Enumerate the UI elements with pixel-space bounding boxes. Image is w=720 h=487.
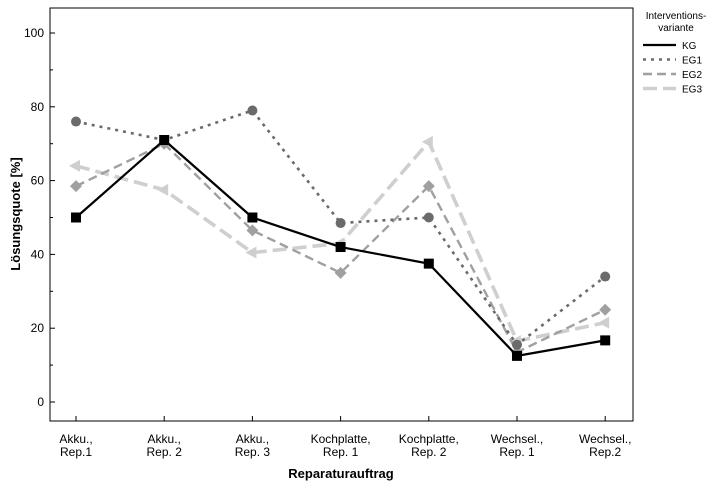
data-point-eg1 [71, 116, 81, 127]
y-tick-label: 100 [24, 26, 44, 40]
data-point-eg2 [246, 224, 259, 237]
y-tick-label: 20 [31, 321, 45, 335]
x-tick-label: Akku., [236, 432, 269, 446]
x-tick-label: Kochplatte, [399, 432, 459, 446]
data-point-eg3 [598, 316, 610, 329]
x-tick-label: Akku., [59, 432, 92, 446]
series-kg [71, 135, 611, 361]
x-axis-title: Reparaturauftrag [288, 466, 394, 481]
legend-label-eg1: EG1 [682, 56, 702, 67]
data-point-kg [71, 212, 81, 223]
y-tick-label: 0 [37, 395, 44, 409]
x-tick-label: Rep. 2 [147, 445, 183, 459]
legend-label-eg2: EG2 [682, 70, 702, 81]
x-tick-label: Wechsel., [491, 432, 543, 446]
x-tick-label: Rep. 3 [235, 445, 271, 459]
y-tick-label: 80 [31, 100, 45, 114]
data-point-eg2 [334, 266, 347, 279]
legend-label-eg3: EG3 [682, 85, 702, 96]
x-tick-label: Kochplatte, [311, 432, 371, 446]
data-point-eg3 [69, 159, 80, 172]
data-point-eg1 [335, 218, 346, 229]
data-point-eg1 [423, 212, 434, 223]
x-tick-label: Wechsel., [579, 432, 631, 446]
data-point-eg2 [599, 303, 612, 316]
data-point-kg [423, 258, 434, 269]
plot-frame [49, 7, 634, 422]
legend-title-line1: Interventions- [646, 11, 707, 22]
legend: Interventions- variante KG EG1 EG2 EG3 [643, 11, 706, 96]
x-tick-label: Rep. 2 [411, 445, 447, 459]
data-point-eg3 [157, 183, 169, 196]
x-tick-label: Akku., [148, 432, 181, 446]
x-tick-label: Rep.2 [589, 445, 621, 459]
y-tick-label: 60 [31, 174, 45, 188]
data-point-kg [600, 335, 611, 346]
y-tick-label: 40 [31, 247, 45, 261]
data-point-kg [247, 212, 258, 223]
x-tick-label: Rep. 1 [323, 445, 359, 459]
y-axis-title: Lösungsquote [%] [8, 157, 23, 270]
data-point-eg2 [422, 180, 435, 193]
x-tick-label: Rep. 1 [499, 445, 535, 459]
data-point-eg3 [245, 246, 257, 259]
data-point-kg [335, 242, 346, 253]
data-point-kg [159, 135, 170, 146]
data-point-eg1 [247, 105, 258, 116]
legend-label-kg: KG [682, 41, 697, 52]
data-point-kg [512, 350, 522, 361]
series-eg1 [71, 105, 611, 350]
legend-title-line2: variante [658, 23, 694, 34]
series-layer [69, 105, 612, 361]
data-point-eg2 [70, 180, 82, 193]
x-tick-label: Rep.1 [60, 445, 92, 459]
data-point-eg3 [421, 135, 433, 148]
data-point-eg1 [512, 339, 522, 350]
data-point-eg1 [600, 271, 611, 282]
series-eg3 [69, 135, 610, 348]
y-axis: 0 20 40 60 80 100 [24, 26, 55, 409]
